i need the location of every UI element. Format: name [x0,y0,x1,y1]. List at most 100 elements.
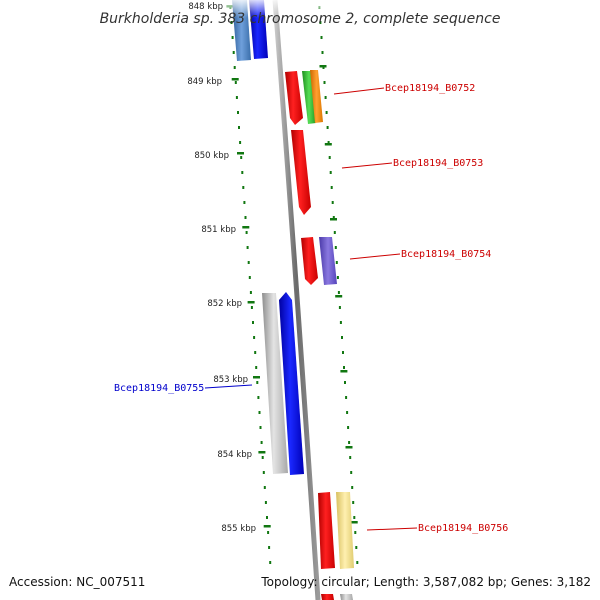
gene-label-b0753[interactable]: Bcep18194_B0753 [393,158,483,169]
track-major-tick [237,152,244,155]
gene-red-b0752 [285,71,303,125]
dotted-track-right [318,6,359,564]
track-dot [346,411,349,414]
gene-green [302,71,316,124]
gene-label-b0752[interactable]: Bcep18194_B0752 [385,83,475,94]
kbp-label: 851 kbp [201,225,236,235]
gene-label-b0756[interactable]: Bcep18194_B0756 [418,523,508,534]
track-dot [321,51,324,54]
leader-line-b0753 [341,162,393,169]
track-dot [323,81,326,84]
track-dot [333,231,336,234]
track-dot [327,141,330,144]
gene-label-b0755[interactable]: Bcep18194_B0755 [114,383,204,394]
gene-red-b0753 [291,130,311,215]
track-dot [351,486,354,489]
track-major-tick [258,451,266,454]
track-dot [235,96,238,99]
accession-text: Accession: NC_007511 [9,575,145,589]
track-dot [350,471,353,474]
track-dot [336,276,339,279]
track-dot [258,411,261,414]
chromosome-backbone [272,0,321,600]
kbp-label: 850 kbp [194,151,229,161]
track-dot [355,546,358,549]
kbp-label: 853 kbp [213,375,248,385]
map-title: Burkholderia sp. 383 chromosome 2, compl… [100,11,501,27]
track-dot [252,321,254,324]
track-dot [255,366,258,369]
track-dot [243,201,246,204]
track-dot [269,561,272,564]
track-dot [240,156,243,159]
track-dot [256,381,259,384]
track-dot [320,36,323,39]
track-dot [247,261,250,264]
track-major-tick [247,301,255,304]
track-dot [233,66,236,69]
track-dot [349,456,352,459]
track-dot [337,291,340,294]
leader-line-b0754 [349,253,401,260]
track-dot [343,366,345,369]
track-dot [250,306,253,309]
track-dot [354,531,357,534]
track-major-tick [231,78,239,81]
track-major-tick [242,226,250,229]
gene-label-b0754[interactable]: Bcep18194_B0754 [401,249,491,260]
track-dot [324,96,327,99]
gene-purple-b0754 [319,237,337,285]
dotted-track-left [226,5,272,564]
gene-red-bottom [321,594,334,600]
leader-line-b0752 [333,87,385,95]
track-major-tick [330,218,337,221]
track-dot [253,336,256,339]
track-dot [345,396,348,399]
kbp-label: 854 kbp [217,450,252,460]
track-dot [329,171,332,174]
track-major-tick [253,376,260,379]
track-major-tick [345,446,353,449]
track-dot [248,276,251,279]
track-dot [341,336,343,339]
track-dot [242,186,245,189]
track-dot [335,261,338,264]
track-dot [338,306,341,309]
track-dot [232,51,235,54]
leader-line-b0755 [204,384,253,389]
track-dot [325,111,328,114]
track-dot [330,186,333,189]
gene-yellow-b0756 [336,492,354,569]
kbp-label: 849 kbp [187,77,222,87]
track-dot [266,516,268,519]
track-dot [245,231,248,234]
track-dot [344,381,346,384]
track-dot [237,111,239,114]
track-dot [347,426,350,429]
track-major-tick [335,295,343,298]
leader-line-b0756 [366,527,418,531]
track-dot [230,21,233,24]
track-major-tick [340,370,348,373]
track-dot [356,561,359,564]
track-dot [267,531,270,534]
track-dot [348,441,351,444]
track-major-tick [350,521,358,524]
track-dot [238,126,240,129]
track-dot [234,81,237,84]
track-major-tick [324,143,332,146]
top-fade [180,0,380,18]
track-dot [326,126,329,129]
track-dot [249,291,252,294]
gene-orange [310,70,323,123]
track-dot [328,156,331,159]
track-dot [260,441,263,444]
track-major-tick [319,65,327,68]
track-dot [257,396,260,399]
gene-red-b0754 [301,237,318,285]
track-dot [231,36,234,39]
track-dot [261,456,264,459]
track-dot [239,141,242,144]
track-dot [332,216,335,219]
